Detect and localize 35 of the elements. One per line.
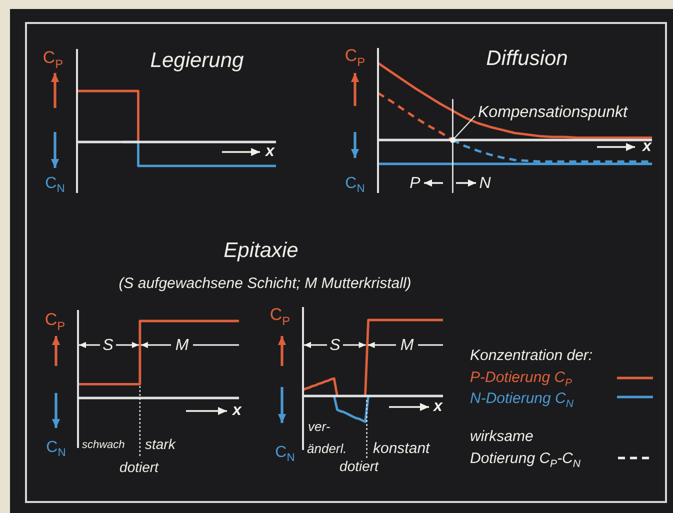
chart-title: Legierung	[150, 48, 244, 72]
text: konstant	[373, 440, 431, 456]
y-axis-title: C$_{P}$	[270, 304, 290, 328]
x-axis-title: x	[642, 138, 653, 154]
text: C$_{N}$	[45, 174, 65, 195]
x-axis-title: x	[264, 142, 276, 160]
text: N-Dotierung C$_{N}$	[470, 390, 574, 410]
chart-title: Diffusion	[486, 46, 568, 70]
annotation: M	[400, 336, 414, 354]
text: schwach	[82, 439, 125, 451]
chart-subtitle: (S aufgewachsene Schicht; M Mutterkristall)	[118, 274, 412, 292]
annotation: S	[102, 336, 114, 354]
text: C$_{N}$	[275, 444, 295, 464]
text: N	[479, 174, 492, 192]
text: dotiert	[340, 458, 380, 474]
text: P	[410, 174, 421, 192]
text: P-Dotierung C$_{P}$	[470, 368, 572, 389]
annotation: Kompensationspunkt	[478, 104, 628, 120]
y-axis-title: C$_{P}$	[44, 310, 66, 333]
x-axis-title: x	[432, 398, 444, 414]
text: Konzentration der:	[470, 346, 593, 364]
annotation: ver-	[308, 418, 331, 434]
y-axis-title: C$_{P}$	[42, 48, 64, 71]
text: änderl.	[307, 440, 347, 456]
x-axis-title: x	[232, 402, 243, 418]
y-axis-title: C$_{P}$	[344, 46, 366, 69]
annotation: S	[330, 336, 341, 354]
chart-title: Epitaxie	[224, 238, 298, 262]
text: dotiert	[120, 459, 160, 475]
text: stark	[145, 436, 176, 452]
text: wirksame	[470, 428, 534, 444]
annotation: M	[175, 336, 190, 354]
text: C$_{N}$	[345, 174, 365, 195]
text: Dotierung C$_{P}$-C$_{N}$	[470, 450, 581, 470]
text: C$_{N}$	[46, 438, 66, 459]
